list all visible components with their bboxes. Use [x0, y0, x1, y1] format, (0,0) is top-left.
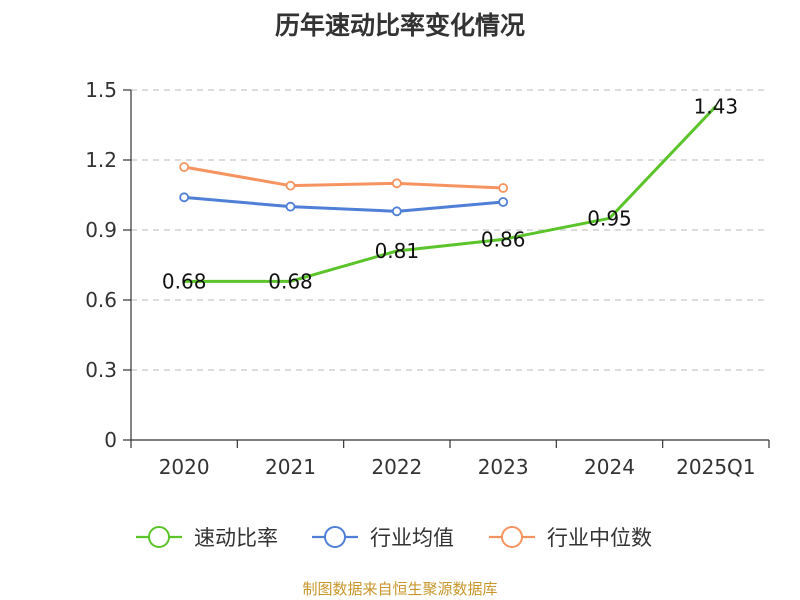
- y-tick-label: 1.5: [85, 78, 117, 102]
- data-label: 0.86: [481, 227, 526, 251]
- y-tick-label: 0.9: [85, 218, 117, 242]
- legend-marker: [324, 526, 346, 548]
- data-point: [285, 201, 296, 212]
- source-note: 制图数据来自恒生聚源数据库: [302, 580, 498, 598]
- data-labels: 0.68 0.68 0.81 0.86 0.95 1.43: [162, 94, 738, 293]
- data-label: 0.68: [268, 269, 313, 293]
- x-tick-label: 2023: [478, 455, 529, 479]
- legend-marker: [501, 526, 523, 548]
- data-label: 0.81: [375, 239, 420, 263]
- chart-title: 历年速动比率变化情况: [274, 11, 525, 40]
- data-point: [498, 197, 509, 207]
- data-point: [179, 192, 190, 203]
- series-lines: [179, 105, 717, 283]
- x-tick-label: 2022: [371, 455, 422, 479]
- data-point: [285, 180, 296, 191]
- data-point: [391, 178, 402, 189]
- y-tick-label: 1.2: [85, 148, 117, 172]
- y-tick-label: 0.6: [85, 288, 117, 312]
- y-tick-label: 0: [104, 428, 117, 452]
- data-label: 0.68: [162, 269, 207, 293]
- data-point: [179, 162, 190, 172]
- data-point: [498, 183, 509, 193]
- legend: 速动比率 行业均值 行业中位数: [136, 526, 652, 550]
- data-label: 0.95: [587, 206, 632, 230]
- legend-marker: [148, 526, 170, 548]
- x-tick-label: 2025Q1: [676, 455, 755, 479]
- axes: 0 0.3 0.6 0.9 1.2 1.5 2020 2021 2022 2023 2024 2025…: [85, 78, 770, 479]
- series-line: [184, 105, 717, 283]
- series-line: [183, 165, 504, 190]
- y-tick-label: 0.3: [85, 358, 117, 382]
- x-tick-label: 2020: [159, 455, 210, 479]
- data-point: [391, 206, 402, 217]
- data-label: 1.43: [694, 94, 739, 118]
- legend-label: 行业中位数: [547, 526, 652, 550]
- x-tick-label: 2021: [265, 455, 316, 479]
- x-tick-label: 2024: [584, 455, 635, 479]
- grid-lines: [131, 89, 769, 371]
- series-line: [184, 195, 504, 213]
- legend-label: 行业均值: [370, 526, 454, 550]
- legend-label: 速动比率: [194, 526, 278, 550]
